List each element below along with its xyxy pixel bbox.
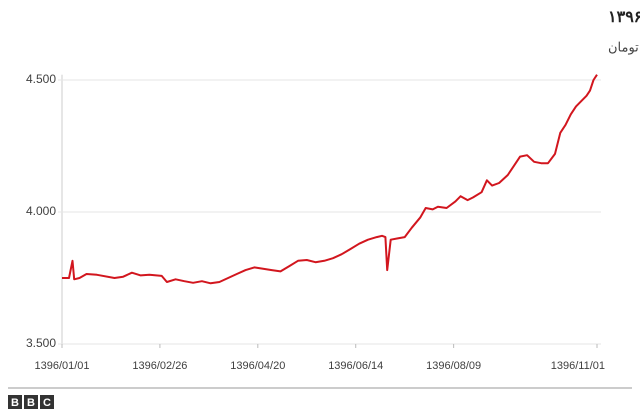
x-tick-label: 1396/04/20: [230, 360, 285, 372]
logo-box: [8, 395, 22, 409]
x-tick-label: 1396/02/26: [132, 360, 187, 372]
logo-letter: B: [11, 397, 19, 409]
chart-subtitle: برحسب تومان: [608, 39, 640, 55]
line-series: [62, 74, 598, 285]
x-tick-label: 1396/11/01: [551, 360, 605, 372]
y-tick-label: 4.500: [26, 72, 56, 86]
x-tick-label: 1396/08/09: [426, 360, 481, 372]
x-tick-label: 1396/01/01: [34, 360, 89, 372]
y-tick-label: 3.500: [26, 336, 56, 350]
logo-box: [40, 395, 54, 409]
logo-letter: C: [43, 397, 51, 409]
chart-title: قیمت دلار در بازار ایران در سال ۱۳۹۶: [608, 9, 640, 27]
y-tick-label: 4.000: [26, 204, 56, 218]
logo-letter: B: [27, 397, 35, 409]
x-tick-label: 1396/06/14: [328, 360, 383, 372]
logo-box: [24, 395, 38, 409]
